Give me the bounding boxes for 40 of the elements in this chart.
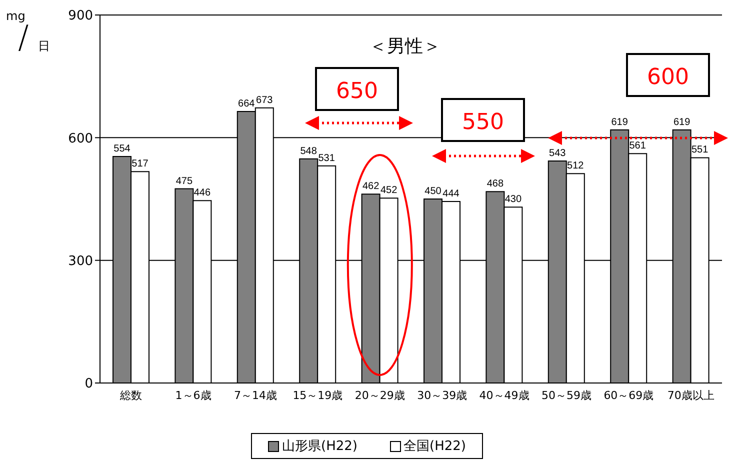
x-tick-label: 70歳以上 <box>667 388 714 402</box>
data-label: 512 <box>567 160 584 172</box>
data-label: 619 <box>673 116 691 128</box>
data-label: 619 <box>611 116 628 128</box>
data-label: 548 <box>300 146 318 157</box>
data-label: 450 <box>424 186 442 197</box>
legend-label: 全国(H22) <box>404 438 466 455</box>
data-label: 531 <box>318 152 336 164</box>
x-tick-label: 30～39歳 <box>417 388 468 402</box>
x-tick-label: 15～19歳 <box>292 388 343 402</box>
x-tick-label: 総数 <box>119 388 142 402</box>
x-tick-label: 7～14歳 <box>234 388 277 402</box>
text: ＜男性＞ <box>369 36 441 57</box>
annotation: 550 <box>462 110 504 135</box>
y-tick-label: 0 <box>84 376 93 392</box>
data-label: 517 <box>132 158 149 170</box>
data-label: 475 <box>176 176 193 187</box>
x-tick-label: 60～69歳 <box>604 388 654 402</box>
data-label: 468 <box>486 178 504 190</box>
data-label: 551 <box>691 144 709 156</box>
data-label: 430 <box>504 194 522 206</box>
y-tick-label: 300 <box>68 254 93 269</box>
y-tick-label: 600 <box>68 131 93 146</box>
data-label: 543 <box>549 148 566 159</box>
annotation: 600 <box>647 65 689 90</box>
y-tick-label: 900 <box>68 8 93 24</box>
x-tick-label: 20～29歳 <box>354 388 405 402</box>
x-tick-label: 40～49歳 <box>479 388 530 402</box>
data-label: 673 <box>256 94 274 106</box>
data-label: 452 <box>380 185 398 196</box>
data-label: 561 <box>629 140 646 152</box>
data-label: 664 <box>238 98 256 110</box>
data-label: 554 <box>114 143 131 154</box>
legend-label: 山形県(H22) <box>282 438 358 455</box>
x-tick-label: 50～59歳 <box>542 388 592 402</box>
annotation: 650 <box>336 79 378 104</box>
x-tick-label: 1～6歳 <box>175 388 212 402</box>
data-label: 444 <box>442 188 460 200</box>
data-label: 462 <box>362 181 380 192</box>
data-label: 446 <box>194 188 211 199</box>
